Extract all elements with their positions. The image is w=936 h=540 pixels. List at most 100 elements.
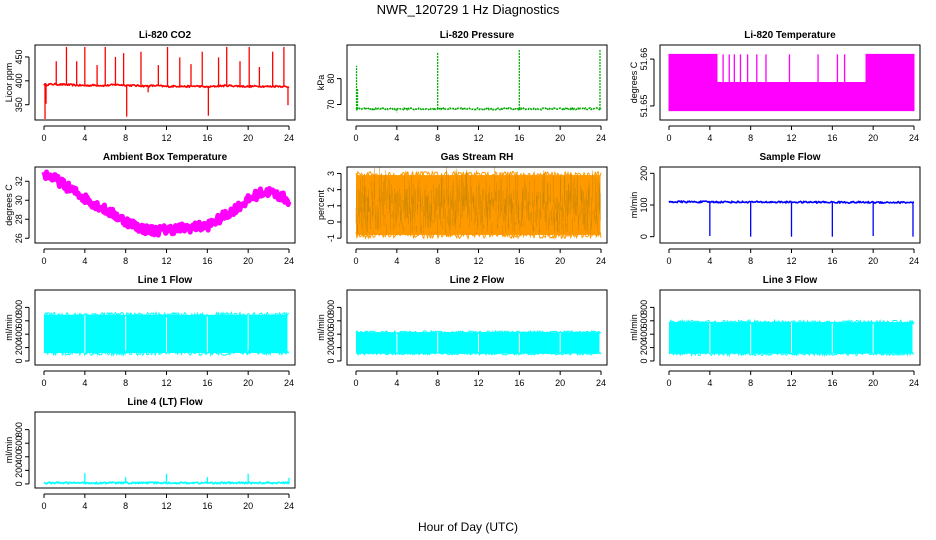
x-tick-label: 8 xyxy=(123,256,128,266)
y-axis: -1 0 1 2 3 xyxy=(326,171,342,242)
y-tick-label: 100 xyxy=(639,197,649,212)
x-tick-label: 0 xyxy=(353,256,358,266)
y-tick-label: 600 xyxy=(14,436,24,451)
x-tick-label: 16 xyxy=(514,378,524,388)
y-tick-label: 70 xyxy=(326,99,336,109)
panel-7: Line 1 Flow ml/min 0 4 8 12 16 20 24 0 20040060080… xyxy=(4,275,296,388)
x-tick-label: 0 xyxy=(666,378,671,388)
plot-frame xyxy=(346,289,608,366)
y-tick-label: 200 xyxy=(326,340,336,355)
y-axis: 26 28 30 32 xyxy=(14,176,30,243)
x-tick-label: 20 xyxy=(868,133,878,143)
y-tick-label: 400 xyxy=(14,449,24,464)
x-axis: 0 4 8 12 16 20 24 xyxy=(353,370,606,388)
data-layer xyxy=(43,310,290,358)
y-tick-label: 200 xyxy=(639,340,649,355)
x-tick-label: 8 xyxy=(748,378,753,388)
x-tick-label: 8 xyxy=(123,501,128,511)
x-tick-label: 0 xyxy=(353,133,358,143)
y-tick-label: -1 xyxy=(326,234,336,242)
y-axis-label: kPa xyxy=(316,75,326,91)
x-tick-label: 16 xyxy=(202,501,212,511)
series-band xyxy=(751,322,791,354)
series-band xyxy=(85,314,126,353)
x-axis: 0 4 8 12 16 20 24 xyxy=(353,125,606,143)
panel-10: Line 4 (LT) Flow ml/min 0 4 8 12 16 20 24 0 200400… xyxy=(4,397,296,511)
y-axis-label: ml/min xyxy=(629,314,639,341)
y-tick-label: 0 xyxy=(326,219,336,224)
x-tick-label: 24 xyxy=(909,378,919,388)
x-tick-label: 16 xyxy=(202,256,212,266)
x-tick-label: 20 xyxy=(868,256,878,266)
y-tick-label: 400 xyxy=(639,327,649,342)
y-tick-label: 200 xyxy=(14,340,24,355)
series-band-top xyxy=(355,329,602,335)
data-layer xyxy=(43,473,290,485)
data-layer xyxy=(668,318,915,358)
x-tick-label: 12 xyxy=(161,378,171,388)
panel-8: Line 2 Flow ml/min 0 4 8 12 16 20 24 0 20040060080… xyxy=(316,275,608,388)
y-axis-label: ml/min xyxy=(4,437,14,464)
x-axis: 0 4 8 12 16 20 24 xyxy=(41,370,294,388)
series-band xyxy=(356,175,601,235)
data-layer xyxy=(355,329,602,357)
data-layer xyxy=(668,53,915,112)
plot-frame xyxy=(34,289,296,366)
x-tick-label: 12 xyxy=(161,501,171,511)
series-line xyxy=(41,169,292,238)
series-band xyxy=(832,322,873,354)
y-tick-label: 1 xyxy=(326,203,336,208)
panel-title: Li-820 Pressure xyxy=(440,30,515,41)
panel-4: Ambient Box Temperature degrees C 0 4 8 12 16 2… xyxy=(4,152,296,266)
x-tick-label: 16 xyxy=(827,133,837,143)
x-tick-label: 24 xyxy=(284,501,294,511)
x-axis: 0 4 8 12 16 20 24 xyxy=(41,125,294,143)
x-tick-label: 8 xyxy=(123,133,128,143)
x-tick-label: 16 xyxy=(827,378,837,388)
plot-frame xyxy=(659,289,921,366)
y-tick-label: 200 xyxy=(639,166,649,181)
series-band xyxy=(44,314,85,353)
y-tick-label: 0 xyxy=(14,358,24,363)
x-tick-label: 16 xyxy=(514,133,524,143)
y-tick-label: 400 xyxy=(326,327,336,342)
panel-title: Line 2 Flow xyxy=(450,275,505,286)
data-layer xyxy=(355,50,602,113)
series-band xyxy=(248,314,288,353)
x-tick-label: 4 xyxy=(394,378,399,388)
x-tick-label: 12 xyxy=(786,378,796,388)
x-tick-label: 24 xyxy=(284,256,294,266)
x-tick-label: 0 xyxy=(666,256,671,266)
figure-xlabel: Hour of Day (UTC) xyxy=(418,520,518,534)
x-tick-label: 12 xyxy=(161,256,171,266)
series-band xyxy=(560,332,600,354)
series-band xyxy=(438,332,478,354)
x-tick-label: 8 xyxy=(123,378,128,388)
x-tick-label: 4 xyxy=(82,256,87,266)
data-layer xyxy=(668,200,915,237)
x-tick-label: 0 xyxy=(41,256,46,266)
y-tick-label: 350 xyxy=(14,97,24,112)
x-tick-label: 20 xyxy=(555,256,565,266)
y-tick-label: 800 xyxy=(14,300,24,315)
x-tick-label: 20 xyxy=(243,501,253,511)
series-band xyxy=(126,314,166,353)
plot-frame xyxy=(34,411,296,489)
y-tick-label: 600 xyxy=(14,313,24,328)
panel-2: Li-820 Pressure kPa 0 4 8 12 16 20 24 70 80 xyxy=(316,30,608,143)
y-tick-label: 2 xyxy=(326,187,336,192)
series-band xyxy=(356,332,397,354)
x-tick-label: 4 xyxy=(82,378,87,388)
series-band xyxy=(710,322,751,354)
x-tick-label: 0 xyxy=(41,501,46,511)
y-tick-label: 0 xyxy=(326,358,336,363)
panel-title: Li-820 Temperature xyxy=(744,30,836,41)
panel-title: Sample Flow xyxy=(759,152,820,163)
series-band xyxy=(167,314,207,353)
plot-frame xyxy=(659,166,921,244)
y-axis-label: ml/min xyxy=(4,314,14,341)
x-tick-label: 0 xyxy=(353,378,358,388)
